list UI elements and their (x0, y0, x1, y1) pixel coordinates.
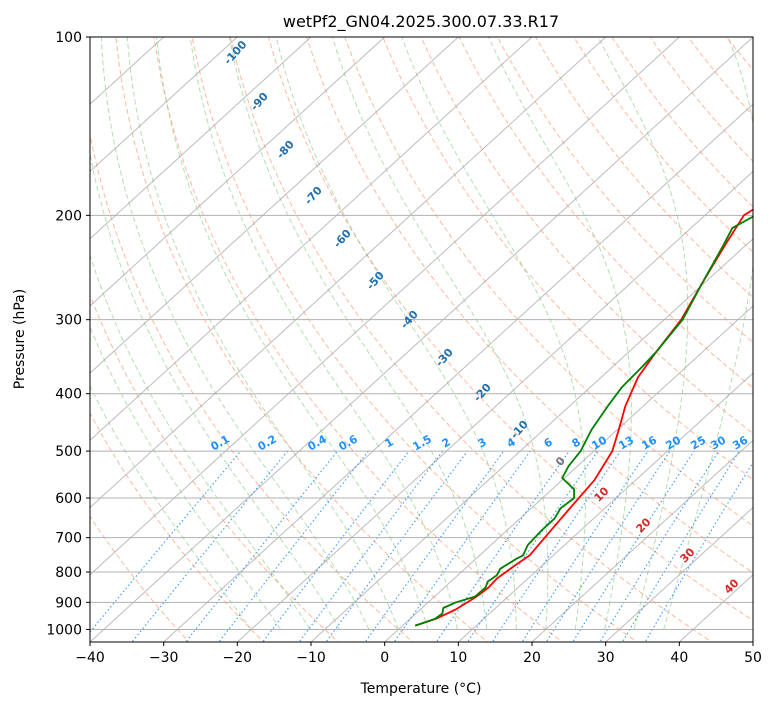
y-tick-label: 300 (55, 313, 82, 329)
dry-adiabat-line (191, 37, 638, 642)
moist-adiabat-line (90, 151, 340, 630)
y-tick-label: 800 (55, 565, 82, 581)
x-tick-label: −20 (223, 650, 253, 666)
moist-adiabat-line (189, 37, 458, 630)
temperature-line (414, 208, 753, 627)
isotherm-line (90, 37, 753, 642)
mixing-ratio-line (545, 450, 671, 642)
dry-adiabat-line (90, 131, 414, 642)
x-tick-label: −10 (296, 650, 326, 666)
x-tick-label: −40 (75, 650, 105, 666)
isotherm-line (604, 506, 753, 642)
y-tick-label: 400 (55, 387, 82, 403)
dry-adiabat-line (573, 37, 753, 253)
isotherm-line (383, 305, 753, 642)
y-tick-label: 700 (55, 531, 82, 547)
x-tick-label: −30 (149, 650, 179, 666)
x-tick-label: 20 (523, 650, 541, 666)
mixing-ratio-line (218, 450, 369, 642)
mixing-ratio-line (572, 450, 695, 642)
x-axis-label: Temperature (°C) (360, 681, 482, 697)
y-tick-label: 900 (55, 595, 82, 611)
mixing-ratio-line (364, 450, 505, 642)
x-tick-label: 50 (744, 650, 762, 666)
mixing-ratio-line (185, 450, 339, 642)
dry-adiabat-line (268, 37, 753, 622)
isotherm-line (90, 37, 239, 173)
x-tick-label: 30 (597, 650, 615, 666)
isotherm-line (90, 37, 607, 509)
moist-adiabat-line (100, 37, 370, 630)
moist-adiabat-line (126, 37, 399, 630)
y-tick-label: 1000 (46, 622, 82, 638)
isotherm-line (531, 439, 753, 642)
isotherm-line (162, 103, 753, 642)
moist-adiabat-line (90, 384, 252, 630)
isotherm-line (90, 37, 681, 576)
sounding-profiles (414, 208, 753, 627)
x-tick-label: 0 (380, 650, 389, 666)
isotherm-line (90, 37, 312, 240)
isotherm-line (310, 237, 753, 642)
moist-adiabat-line (331, 37, 549, 630)
isotherm-line (236, 170, 753, 642)
mixing-ratio-line (599, 450, 720, 642)
moist-adiabat-line (228, 37, 488, 630)
moist-adiabat-line (275, 37, 517, 630)
y-tick-label: 600 (55, 491, 82, 507)
dry-adiabat-line (611, 37, 753, 208)
moist-adiabat-line (597, 37, 689, 630)
mixing-ratio-line (435, 450, 570, 642)
moist-adiabat-line (488, 37, 632, 630)
x-tick-label: 40 (670, 650, 688, 666)
dry-adiabat-line (420, 37, 753, 435)
moist-adiabat-line (156, 37, 429, 630)
mixing-ratio-line (521, 450, 649, 642)
x-axis: −40 −30 −20 −10 0 10 20 30 40 50 (75, 642, 762, 666)
moist-adiabat-line (90, 253, 311, 630)
dry-adiabat-line (458, 37, 753, 389)
moist-adiabat-line (90, 325, 282, 630)
y-axis-label: Pressure (hPa) (12, 289, 28, 389)
isotherm-line (90, 37, 460, 374)
dry-adiabat-line (90, 293, 340, 642)
background-lines (90, 37, 753, 642)
chart-title: wetPf2_GN04.2025.300.07.33.R17 (283, 12, 559, 32)
isotherm-line (457, 372, 753, 642)
mixing-ratio-line (131, 450, 289, 642)
y-tick-label: 500 (55, 444, 82, 460)
y-tick-label: 200 (55, 208, 82, 224)
dry-adiabat-line (229, 37, 713, 642)
x-tick-label: 10 (449, 650, 467, 666)
plot-frame (89, 36, 754, 643)
mixing-ratio-line (491, 450, 621, 642)
dry-adiabat-line (153, 37, 564, 642)
y-tick-label: 100 (55, 30, 82, 46)
isotherm-line (90, 37, 386, 307)
mixing-ratio-line (466, 450, 599, 642)
dry-adiabat-line (90, 412, 265, 642)
mixing-ratio-line (325, 450, 468, 642)
moist-adiabat-line (401, 37, 586, 630)
dry-adiabat-line (382, 37, 753, 481)
dry-adiabat-line (306, 37, 753, 574)
dewpoint-line (414, 215, 753, 627)
mixing-ratio-line (393, 450, 531, 642)
y-axis: 100 200 300 400 500 600 700 800 900 1000 (46, 30, 90, 638)
dry-adiabat-line (496, 37, 753, 344)
moist-adiabat-line (663, 37, 753, 630)
isotherm-line (90, 37, 533, 442)
